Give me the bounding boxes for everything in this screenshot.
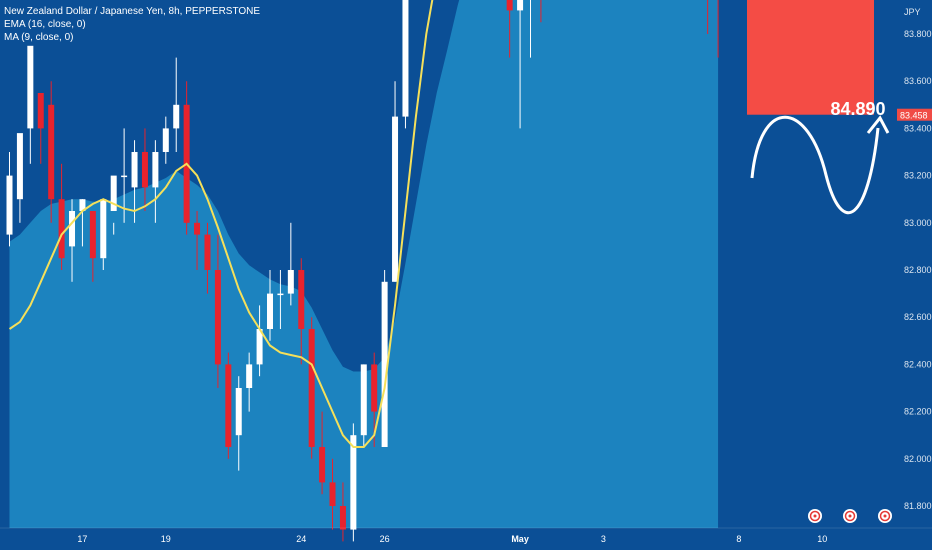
candle-body [287,270,294,294]
event-marker-ring [809,510,821,522]
candle-body [506,0,513,11]
candle-body [360,364,367,436]
candle-body [173,104,180,129]
y-tick-label: 83.200 [904,171,932,181]
candle-body [246,364,253,388]
x-tick-label: May [511,534,529,544]
candle-body [339,506,346,530]
y-tick-label: 83.600 [904,76,932,86]
candle-body [6,175,13,235]
y-tick-label: 81.800 [904,501,932,511]
ema-legend: EMA (16, close, 0) [4,19,86,30]
candle-body [69,211,76,247]
candle-body [121,175,128,178]
x-tick-label: 3 [601,534,606,544]
candle-body [16,133,23,200]
candle-body [402,0,409,117]
price-label-badge [897,108,932,121]
target-annotation: 84.890 [830,99,885,119]
y-tick-label: 83.400 [904,123,932,133]
candle-body [214,270,221,365]
x-tick-label: 8 [736,534,741,544]
candle-body [58,199,65,259]
x-tick-label: 17 [77,534,87,544]
x-tick-label: 10 [817,534,827,544]
candle-body [298,270,305,329]
candle-body [319,447,326,483]
projection-path [750,115,880,215]
candle-body [392,116,399,282]
candle-body [517,0,524,11]
candle-body [225,364,232,447]
projection-arrowhead [866,115,890,134]
event-marker-dot [813,514,817,518]
y-tick-label: 82.400 [904,359,932,369]
candle-body [141,152,148,188]
y-tick-label: 83.800 [904,29,932,39]
candle-body [79,199,86,211]
candle-body [37,93,44,129]
candle-body [350,435,357,530]
candle-body [277,293,284,296]
ma-line [8,0,434,448]
candle-body [381,281,388,447]
event-marker-ring [879,510,891,522]
candle-body [267,293,273,329]
candle-body [194,222,201,235]
loss-zone [747,0,874,115]
candle-body [110,175,117,211]
x-tick-label: 24 [296,534,306,544]
candle-body [48,104,55,200]
event-marker-ring [844,510,856,522]
candle-body [371,364,378,412]
candle-body [152,152,159,188]
candle-body [235,388,242,436]
candle-body [329,482,336,506]
candle-body [162,128,169,152]
y-tick-label: 82.800 [904,265,932,275]
moving-average-area [9,0,719,528]
candle-body [256,329,263,365]
symbol-title: New Zealand Dollar / Japanese Yen, 8h, P… [4,6,261,17]
y-tick-label: 82.000 [904,454,932,464]
y-tick-label: 82.200 [904,407,932,417]
price-label-text: 83.458 [900,111,928,121]
x-tick-label: 26 [380,534,390,544]
candle-body [89,211,96,259]
chart-legend: New Zealand Dollar / Japanese Yen, 8h, P… [4,5,260,44]
y-tick-label: 82.600 [904,312,932,322]
event-marker-dot [848,514,852,518]
ma-legend: MA (9, close, 0) [4,32,74,43]
candle-body [204,234,211,270]
candle-body [308,329,315,447]
y-tick-label: 83.000 [904,218,932,228]
currency-label: JPY [904,7,921,17]
x-tick-label: 19 [161,534,171,544]
event-marker-dot [883,514,887,518]
candle-body [100,199,107,259]
candle-body [131,152,138,188]
candle-body [27,45,34,129]
